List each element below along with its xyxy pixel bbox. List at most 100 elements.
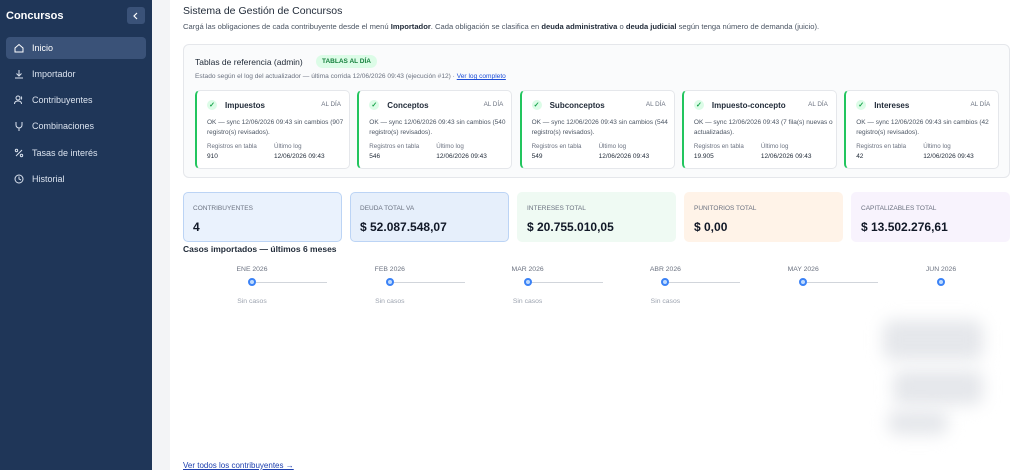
description-text: . Cada obligación se clasifica en: [430, 22, 542, 31]
records-label: Registros en tabla: [856, 143, 907, 150]
table-status: AL DÍA: [483, 101, 504, 108]
description-text: Cargá las obligaciones de cada contribuy…: [183, 22, 391, 31]
table-name: Intereses: [874, 101, 910, 110]
sync-message: OK — sync 12/06/2026 09:43 sin cambios (…: [531, 119, 668, 136]
month-note: Sin casos: [237, 298, 267, 305]
month-note: Sin casos: [512, 298, 543, 305]
stat-label: PUNITORIOS TOTAL: [694, 205, 757, 212]
nav-label: Historial: [32, 174, 65, 184]
panel-title: Tablas de referencia (admin): [195, 57, 303, 67]
nav-item[interactable]: Combinaciones: [6, 115, 146, 137]
sidebar: Concursos Inicio Importador Contribuyent…: [0, 0, 152, 470]
records-label: Registros en tabla: [531, 143, 582, 150]
records-label: Registros en tabla: [207, 143, 257, 150]
description-text: o: [617, 22, 626, 31]
month-label: FEB 2026: [374, 266, 405, 273]
nav-item[interactable]: Contribuyentes: [6, 89, 146, 111]
table-name: Impuestos: [225, 101, 266, 110]
panel-status: Estado según el log del actualizador — ú…: [195, 73, 506, 80]
check-icon: ✓: [693, 100, 704, 110]
month-label: MAR 2026: [511, 266, 544, 273]
table-status: AL DÍA: [645, 101, 666, 108]
log-label: Último log: [760, 143, 789, 150]
emphasis: Importador: [390, 22, 431, 31]
emphasis: deuda administrativa: [541, 22, 618, 31]
nav-item[interactable]: Historial: [6, 168, 146, 190]
status-text: Estado según el log del actualizador — ú…: [195, 73, 455, 80]
log-value: 12/06/2026 09:43: [760, 153, 812, 160]
records-value: 19.905: [693, 153, 714, 160]
nav-label: Combinaciones: [32, 121, 95, 131]
description: Cargá las obligaciones de cada contribuy…: [183, 22, 819, 31]
log-value: 12/06/2026 09:43: [436, 153, 487, 160]
log-label: Último log: [598, 143, 627, 150]
stat-card: CAPITALIZABLES TOTAL $ 13.502.276,61: [851, 192, 1010, 242]
stat-card: CONTRIBUYENTES 4: [183, 192, 342, 242]
status-badge: TABLAS AL DÍA: [316, 55, 377, 68]
nav-label: Importador: [32, 69, 76, 79]
all-taxpayers-link[interactable]: Ver todos los contribuyentes →: [183, 461, 294, 470]
nav-label: Tasas de interés: [32, 148, 98, 158]
nav-item[interactable]: Inicio: [6, 37, 146, 59]
table-status: AL DÍA: [970, 101, 991, 108]
sync-message: OK — sync 12/06/2026 09:43 (7 fila(s) nu…: [693, 119, 833, 136]
page-title: Sistema de Gestión de Concursos: [183, 5, 343, 17]
sync-message: OK — sync 12/06/2026 09:43 sin cambios (…: [207, 119, 344, 136]
month-label: ABR 2026: [649, 266, 681, 273]
stat-label: CONTRIBUYENTES: [193, 205, 253, 212]
sync-message: OK — sync 12/06/2026 09:43 sin cambios (…: [856, 119, 989, 136]
records-value: 910: [207, 153, 218, 160]
table-card: ✓ Conceptos AL DÍA OK — sync 12/06/2026 09:…: [357, 90, 513, 169]
nav-label: Contribuyentes: [32, 95, 93, 105]
log-value: 12/06/2026 09:43: [923, 153, 974, 160]
month-note: Sin casos: [375, 298, 405, 305]
check-icon: ✓: [207, 100, 217, 110]
records-label: Registros en tabla: [369, 143, 420, 150]
table-card: ✓ Impuesto-concepto AL DÍA OK — sync 12/06/…: [681, 90, 837, 169]
log-value: 12/06/2026 09:43: [274, 153, 325, 160]
app-title: Concursos: [6, 10, 64, 22]
stat-value: $ 20.755.010,05: [527, 220, 614, 234]
nav-label: Inicio: [32, 43, 54, 53]
timeline-line: [389, 281, 465, 283]
log-label: Último log: [274, 143, 302, 150]
timeline-line: [803, 281, 879, 283]
month-note: Sin casos: [650, 298, 681, 305]
stat-label: INTERESES TOTAL: [527, 205, 586, 212]
emphasis: deuda judicial: [625, 22, 677, 31]
month-label: ENE 2026: [236, 266, 268, 273]
stat-card: PUNITORIOS TOTAL $ 0,00: [684, 192, 843, 242]
timeline-title: Casos importados — últimos 6 meses: [183, 244, 337, 254]
sync-message: OK — sync 12/06/2026 09:43 sin cambios (…: [369, 119, 506, 136]
month-dot: [799, 278, 808, 286]
check-icon: ✓: [856, 100, 867, 110]
month-dot: [937, 278, 945, 286]
table-name: Impuesto-concepto: [711, 101, 786, 110]
table-name: Conceptos: [387, 101, 429, 110]
stat-label: DEUDA TOTAL VA: [360, 205, 415, 212]
stat-value: 4: [193, 220, 200, 234]
description-text: según tenga número de demanda (juicio).: [676, 22, 820, 31]
nav-item[interactable]: Importador: [6, 63, 146, 85]
table-card: ✓ Impuestos AL DÍA OK — sync 12/06/2026 09:…: [195, 90, 350, 169]
records-value: 546: [369, 153, 381, 160]
log-link[interactable]: Ver log completo: [456, 73, 506, 80]
check-icon: ✓: [531, 100, 542, 110]
blurred-region: [888, 410, 948, 435]
records-label: Registros en tabla: [693, 143, 744, 150]
month-dot: [385, 278, 394, 286]
month-label: MAY 2026: [787, 266, 819, 273]
month-label: JUN 2026: [925, 266, 957, 273]
timeline-line: [665, 281, 741, 283]
table-status: AL DÍA: [321, 101, 341, 108]
stat-card: DEUDA TOTAL VA $ 52.087.548,07: [350, 192, 509, 242]
stat-card: INTERESES TOTAL $ 20.755.010,05: [517, 192, 676, 242]
collapse-button[interactable]: [127, 7, 145, 24]
reference-panel: Tablas de referencia (admin) TABLAS AL D…: [183, 44, 1010, 178]
timeline-line: [252, 281, 327, 283]
table-status: AL DÍA: [808, 101, 828, 108]
stat-value: $ 0,00: [694, 220, 728, 234]
nav-item[interactable]: Tasas de interés: [6, 142, 146, 164]
log-label: Último log: [923, 143, 951, 150]
